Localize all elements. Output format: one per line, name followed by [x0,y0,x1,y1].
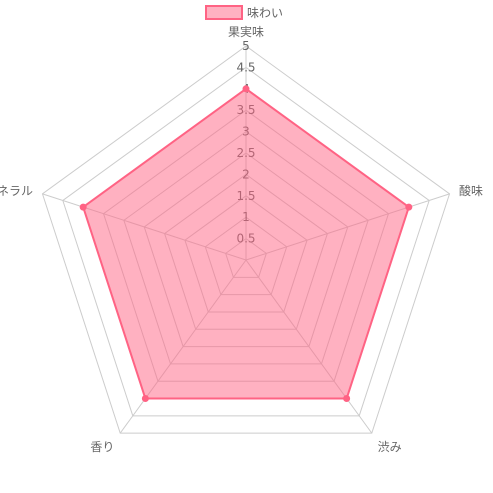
legend[interactable]: 味わい [205,5,283,20]
grid-ring [62,66,430,417]
tick-label: 4.5 [236,60,255,74]
data-point[interactable] [141,395,149,403]
axis-label: 酸味 [459,183,483,198]
series-area [82,87,410,400]
axis-label: 果実味 [228,24,264,39]
data-point[interactable] [79,203,87,211]
data-point[interactable] [242,85,250,93]
tick-label: 5 [242,39,250,53]
axis-label: ミネラル [0,184,33,198]
data-point[interactable] [343,395,351,403]
grid-ring [41,45,451,434]
legend-label: 味わい [247,6,283,20]
data-point[interactable] [405,203,413,211]
legend-swatch [205,5,243,20]
axis-label: 香り [90,440,114,454]
axis-label: 渋み [378,440,402,454]
